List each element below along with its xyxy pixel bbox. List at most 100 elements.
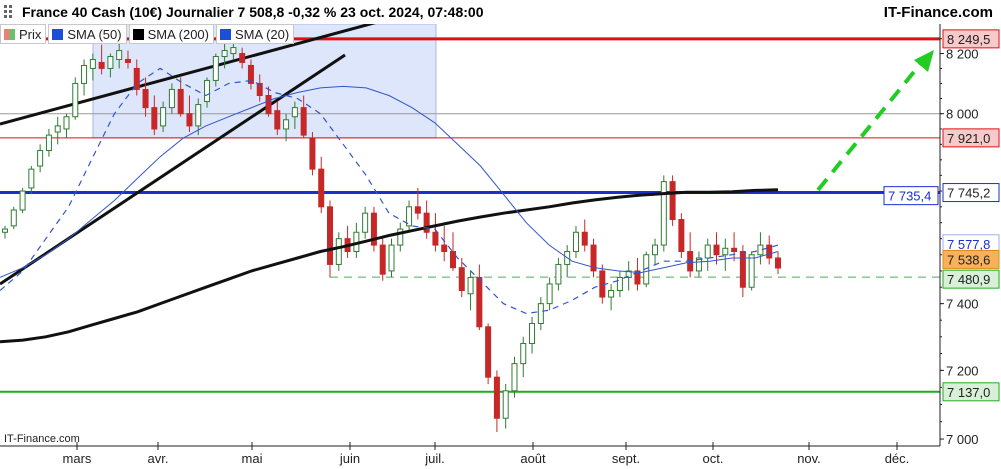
- candle-body: [212, 56, 219, 81]
- drag-handle-icon[interactable]: [4, 5, 16, 19]
- candle-body: [283, 119, 290, 130]
- legend-item-price[interactable]: Prix: [0, 24, 47, 44]
- x-tick-label: juil.: [424, 451, 445, 466]
- candle-body: [124, 58, 131, 63]
- chart-title: France 40 Cash (10€) Journalier 7 508,8 …: [22, 4, 484, 20]
- legend-item-sma50[interactable]: SMA (50): [48, 24, 127, 44]
- sma20-swatch-icon: [220, 28, 231, 40]
- candle-body: [766, 244, 773, 259]
- candle-body: [300, 107, 307, 136]
- candle-body: [397, 228, 404, 246]
- watermark: IT-Finance.com: [4, 433, 80, 445]
- candle-body: [45, 134, 52, 152]
- candle-body: [713, 244, 720, 256]
- sma200-line: [0, 188, 779, 344]
- x-tick-label: oct.: [703, 451, 724, 466]
- y-tick-label: 7 200: [946, 363, 979, 378]
- price-tag[interactable]: [942, 249, 1000, 269]
- legend-item-sma20[interactable]: SMA (20): [216, 24, 295, 44]
- candle-body: [19, 190, 26, 211]
- candle-body: [379, 244, 386, 275]
- candle-body: [98, 61, 105, 69]
- candle-body: [107, 56, 114, 69]
- sma200-swatch-icon: [132, 28, 144, 40]
- legend-label: SMA (50): [67, 26, 122, 42]
- candle-body: [72, 82, 79, 118]
- candle-body: [511, 363, 518, 392]
- candle-body: [81, 64, 88, 84]
- candle-body: [546, 283, 553, 305]
- candle-body: [502, 390, 509, 419]
- y-tick-label: 8 000: [946, 107, 979, 122]
- candle-body: [608, 290, 615, 298]
- projection-arrow[interactable]: [816, 60, 924, 192]
- candle-body: [168, 88, 175, 109]
- candle-body: [555, 263, 562, 285]
- price-tag[interactable]: [942, 183, 1000, 203]
- candle-body: [256, 82, 263, 96]
- candle-body: [133, 67, 140, 90]
- candle-body: [449, 251, 456, 269]
- candle-body: [616, 276, 623, 292]
- sma20-line: [0, 67, 779, 315]
- x-tick-label: sept.: [612, 451, 640, 466]
- candle-body: [388, 244, 395, 272]
- candle-body: [634, 270, 641, 285]
- candle-body: [247, 64, 254, 84]
- candle-body: [63, 116, 70, 130]
- candle-body: [204, 79, 211, 103]
- x-tick-label: avr.: [148, 451, 169, 466]
- price-tag[interactable]: [942, 128, 1000, 148]
- candle-body: [89, 58, 96, 69]
- candle-body: [520, 342, 527, 365]
- x-tick-label: déc.: [885, 451, 910, 466]
- candle-body: [28, 168, 35, 189]
- candle-body: [476, 276, 483, 328]
- sma50-line: [0, 85, 779, 278]
- candle-body: [669, 181, 676, 221]
- x-tick-label: nov.: [797, 451, 821, 466]
- candle-body: [441, 244, 448, 253]
- candle-body: [748, 254, 755, 288]
- candle-body: [467, 276, 474, 295]
- candle-body: [54, 125, 61, 133]
- candle-body: [704, 244, 711, 259]
- candle-body: [652, 244, 659, 256]
- candle-body: [625, 270, 632, 278]
- legend-label: SMA (200): [147, 26, 209, 42]
- candle-body: [493, 376, 500, 419]
- candle-body: [274, 110, 281, 130]
- candle-body: [370, 212, 377, 246]
- price-tag-label: 7 137,0: [947, 385, 990, 400]
- candle-body: [581, 231, 588, 246]
- price-tag[interactable]: [942, 29, 1000, 49]
- candle-body: [458, 267, 465, 292]
- candle-body: [775, 257, 781, 269]
- price-tag-label: 7 577,8: [947, 237, 990, 252]
- price-tag[interactable]: [942, 382, 1000, 402]
- candle-body: [230, 47, 237, 55]
- indicator-legend: Prix SMA (50) SMA (200) SMA (20): [0, 24, 296, 44]
- x-tick-label: août: [520, 451, 546, 466]
- trendline-lower[interactable]: [0, 53, 346, 286]
- candle-body: [151, 107, 158, 130]
- price-tag[interactable]: [883, 186, 939, 206]
- trendline-upper[interactable]: [0, 18, 386, 126]
- price-tag[interactable]: [942, 269, 1000, 289]
- candle-body: [529, 322, 536, 344]
- candle-body: [485, 326, 492, 378]
- candle-body: [37, 150, 44, 167]
- candle-body: [265, 94, 272, 115]
- candle-body: [291, 107, 298, 118]
- price-tag-label: 7 480,9: [947, 272, 990, 287]
- price-tag-label: 8 249,5: [947, 32, 990, 47]
- legend-item-sma200[interactable]: SMA (200): [128, 24, 214, 44]
- brand-logo: IT-Finance.com: [883, 4, 993, 21]
- candle-body: [116, 50, 123, 60]
- legend-label: SMA (20): [235, 26, 290, 42]
- candle-body: [406, 206, 413, 227]
- y-tick-label: 8 200: [946, 47, 979, 62]
- price-swatch-icon: [4, 28, 15, 40]
- y-tick-label: 7 400: [946, 297, 979, 312]
